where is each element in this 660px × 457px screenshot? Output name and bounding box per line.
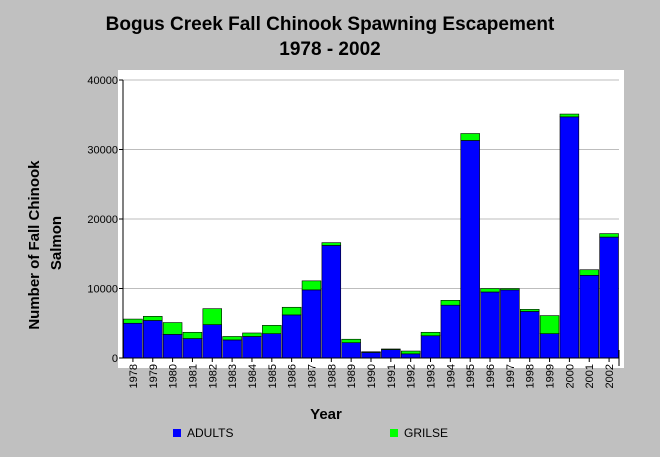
- x-tick-label: 1996: [485, 364, 497, 388]
- bar-adults-1989: [341, 342, 361, 359]
- bar-adults-1982: [202, 324, 223, 359]
- bar-adults-1991: [381, 349, 401, 359]
- x-tick-label: 1991: [386, 364, 398, 388]
- bar-grilse-1988: [321, 242, 342, 246]
- bar-adults-1998: [519, 311, 540, 359]
- bar-adults-1980: [162, 334, 183, 359]
- legend-swatch-adults: [173, 429, 181, 437]
- x-tick-label: 1995: [465, 364, 477, 388]
- bar-adults-1988: [321, 245, 342, 359]
- legend-label-adults: ADULTS: [187, 426, 234, 440]
- bar-grilse-1987: [301, 280, 322, 291]
- x-tick-label: 1999: [545, 364, 557, 388]
- bar-grilse-1979: [143, 315, 163, 321]
- x-tick-label: 1985: [267, 364, 279, 388]
- x-tick-label: 1997: [505, 364, 517, 388]
- bar-grilse-1993: [420, 331, 441, 337]
- bar-adults-2001: [579, 274, 599, 359]
- x-tick-label: 1994: [445, 364, 457, 388]
- bar-adults-1993: [420, 335, 441, 359]
- bar-adults-1996: [480, 291, 500, 359]
- x-tick-label: 1987: [306, 364, 318, 388]
- legend-label-grilse: GRILSE: [404, 426, 449, 440]
- x-axis-label: Year: [310, 406, 342, 423]
- bar-adults-1981: [182, 338, 203, 359]
- bar-adults-1979: [143, 320, 163, 359]
- bar-grilse-1990: [361, 351, 381, 353]
- x-tick-label: 1984: [247, 364, 259, 388]
- bar-grilse-1985: [262, 325, 282, 334]
- bar-grilse-1992: [400, 350, 421, 355]
- x-tick-label: 1990: [366, 364, 378, 388]
- bar-grilse-1999: [539, 315, 560, 334]
- chart-subtitle: 1978 - 2002: [279, 39, 381, 60]
- chart-title: Bogus Creek Fall Chinook Spawning Escape…: [105, 14, 555, 35]
- x-tick-label: 1989: [346, 364, 358, 388]
- x-tick-label: 1998: [525, 364, 537, 388]
- x-tick-label: 1982: [207, 364, 219, 388]
- bar-grilse-1980: [162, 322, 183, 335]
- bar-adults-1997: [500, 289, 520, 359]
- x-tick-label: 1981: [187, 364, 199, 388]
- bar-adults-1995: [460, 140, 480, 359]
- bar-adults-2002: [599, 236, 619, 359]
- x-tick-label: 2002: [604, 364, 616, 388]
- x-tick-label: 1986: [287, 364, 299, 388]
- y-tick-label: 20000: [87, 214, 118, 226]
- x-tick-label: 2000: [564, 364, 576, 388]
- y-tick-label: 0: [112, 353, 118, 365]
- bar-grilse-1991: [381, 348, 401, 350]
- bar-grilse-1998: [519, 309, 540, 312]
- bar-grilse-1983: [222, 336, 242, 341]
- x-tick-label: 1988: [326, 364, 338, 388]
- bar-adults-1992: [400, 353, 421, 359]
- bar-adults-1986: [281, 314, 302, 359]
- bar-adults-1990: [361, 352, 381, 359]
- bar-adults-2000: [559, 116, 580, 359]
- x-tick-label: 1980: [168, 364, 180, 388]
- x-tick-label: 1983: [227, 364, 239, 388]
- bar-grilse-1997: [500, 288, 520, 291]
- bar-grilse-1982: [202, 308, 223, 325]
- bar-adults-1999: [539, 333, 560, 359]
- y-axis-label: Number of Fall Chinook Salmon: [26, 156, 65, 329]
- bar-adults-1985: [262, 333, 282, 359]
- x-tick-label: 2001: [584, 364, 596, 388]
- bar-grilse-1984: [242, 332, 262, 337]
- bar-adults-1978: [123, 322, 143, 359]
- x-tick-label: 1978: [128, 364, 140, 388]
- bar-grilse-1994: [440, 300, 461, 306]
- bar-grilse-2001: [579, 269, 599, 276]
- bar-adults-1984: [242, 336, 262, 359]
- y-tick-label: 30000: [87, 145, 118, 157]
- bar-grilse-1995: [460, 133, 480, 141]
- x-tick-label: 1993: [426, 364, 438, 388]
- bar-grilse-1978: [123, 318, 143, 324]
- y-tick-label: 40000: [87, 75, 118, 87]
- bar-grilse-1986: [281, 306, 302, 316]
- bar-grilse-2000: [559, 113, 580, 118]
- x-tick-label: 1992: [406, 364, 418, 388]
- bar-grilse-1996: [480, 288, 500, 293]
- y-tick-label: 10000: [87, 284, 118, 296]
- x-tick-label: 1979: [148, 364, 160, 388]
- bar-adults-1987: [301, 289, 322, 359]
- bar-grilse-2002: [599, 233, 619, 238]
- bar-adults-1994: [440, 304, 461, 359]
- bar-grilse-1989: [341, 338, 361, 344]
- legend-swatch-grilse: [390, 429, 398, 437]
- bar-adults-1983: [222, 339, 242, 359]
- bar-grilse-1981: [182, 331, 203, 339]
